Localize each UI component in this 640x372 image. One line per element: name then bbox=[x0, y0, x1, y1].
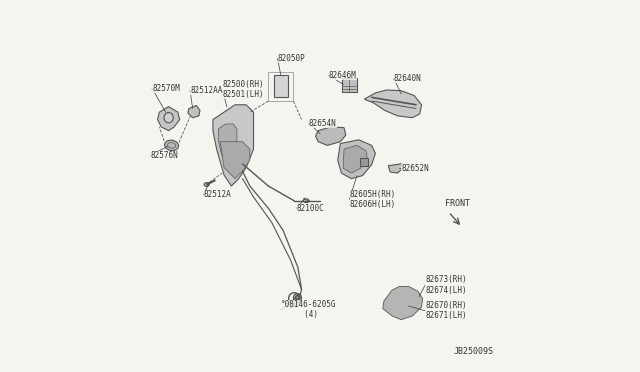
Text: FRONT: FRONT bbox=[445, 199, 470, 208]
Text: 82652N: 82652N bbox=[401, 164, 429, 173]
Text: 82654N: 82654N bbox=[309, 119, 337, 128]
Text: 82512AA: 82512AA bbox=[190, 86, 223, 94]
Polygon shape bbox=[157, 107, 180, 131]
Ellipse shape bbox=[164, 112, 173, 123]
Polygon shape bbox=[385, 291, 420, 315]
Text: 82576N: 82576N bbox=[150, 151, 178, 160]
Bar bbox=[342, 78, 357, 92]
Ellipse shape bbox=[396, 299, 405, 306]
Bar bbox=[268, 71, 293, 101]
Bar bbox=[360, 158, 368, 166]
Polygon shape bbox=[388, 164, 403, 173]
Text: 82673(RH)
82674(LH): 82673(RH) 82674(LH) bbox=[425, 275, 467, 295]
Polygon shape bbox=[213, 105, 253, 186]
Polygon shape bbox=[220, 142, 250, 179]
Polygon shape bbox=[316, 127, 346, 145]
Text: 82605H(RH)
82606H(LH): 82605H(RH) 82606H(LH) bbox=[349, 190, 396, 209]
Text: 82050P: 82050P bbox=[278, 54, 305, 63]
Ellipse shape bbox=[204, 183, 209, 186]
Polygon shape bbox=[188, 106, 200, 118]
Polygon shape bbox=[383, 286, 422, 320]
Ellipse shape bbox=[164, 140, 179, 151]
Text: 82640N: 82640N bbox=[394, 74, 422, 83]
Text: °08146-6205G
     (4): °08146-6205G (4) bbox=[281, 300, 337, 320]
Polygon shape bbox=[218, 124, 237, 160]
Polygon shape bbox=[338, 140, 376, 179]
Polygon shape bbox=[364, 90, 422, 118]
Text: 82100C: 82100C bbox=[297, 203, 324, 213]
Text: 82500(RH)
82501(LH): 82500(RH) 82501(LH) bbox=[222, 80, 264, 99]
Text: JB25009S: JB25009S bbox=[454, 347, 493, 356]
Ellipse shape bbox=[408, 301, 415, 306]
Polygon shape bbox=[343, 145, 367, 173]
Text: 82570M: 82570M bbox=[152, 84, 180, 93]
Text: 82670(RH)
82671(LH): 82670(RH) 82671(LH) bbox=[425, 301, 467, 321]
Text: 82512A: 82512A bbox=[204, 190, 232, 199]
Bar bbox=[274, 75, 288, 97]
Ellipse shape bbox=[293, 294, 301, 302]
Text: 82646M: 82646M bbox=[329, 71, 356, 80]
